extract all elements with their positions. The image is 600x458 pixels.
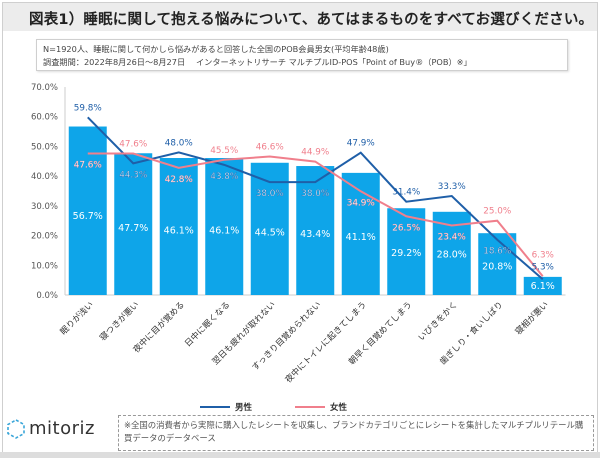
bar-value-label: 41.1% bbox=[346, 232, 376, 243]
bar bbox=[296, 166, 335, 295]
line-point-label: 5.3% bbox=[532, 262, 554, 272]
line-point-label: 44.3% bbox=[119, 170, 147, 180]
y-tick-label: 30.0% bbox=[31, 202, 58, 212]
line-male bbox=[87, 116, 544, 281]
bar bbox=[523, 276, 562, 295]
line-point-label: 42.8% bbox=[165, 175, 193, 185]
bar-value-label: 43.4% bbox=[300, 229, 330, 240]
bar-value-label: 46.1% bbox=[209, 225, 239, 236]
footer-note-box: ※全国の消費者から実際に購入したレシートを収集し、ブランドカテゴリごとにレシート… bbox=[118, 415, 594, 451]
bar-value-label: 56.7% bbox=[73, 211, 103, 222]
logo-text: mitoriz bbox=[29, 418, 95, 439]
category-label: 寝相が悪い bbox=[513, 299, 551, 337]
bar bbox=[68, 126, 107, 296]
line-point-label: 34.9% bbox=[347, 198, 375, 208]
footer-note: ※全国の消費者から実際に購入したレシートを収集し、ブランドカテゴリごとにレシート… bbox=[124, 420, 584, 443]
category-label: 日中に眠くなる bbox=[183, 299, 233, 349]
line-point-label: 25.0% bbox=[483, 207, 511, 217]
category-label: 夜中にトイレに起きてしまう bbox=[283, 299, 369, 385]
bar bbox=[387, 208, 426, 295]
line-female bbox=[87, 152, 544, 277]
survey-note-box: N=1920人、睡眠に関して何かしら悩みがあると回答した全国のPOB会員男女(平… bbox=[36, 39, 568, 71]
bar bbox=[205, 158, 244, 295]
category-label: 眠りが浅い bbox=[58, 299, 96, 337]
y-tick-label: 60.0% bbox=[31, 113, 58, 123]
survey-note-line-1: N=1920人、睡眠に関して何かしら悩みがあると回答した全国のPOB会員男女(平… bbox=[43, 44, 389, 54]
bar-value-label: 28.0% bbox=[437, 250, 467, 261]
line-point-label: 23.4% bbox=[438, 232, 466, 242]
y-tick-label: 70.0% bbox=[31, 83, 58, 93]
y-tick-label: 0.0% bbox=[36, 291, 58, 301]
line-point-label: 59.8% bbox=[74, 103, 102, 113]
y-tick-label: 20.0% bbox=[31, 232, 58, 242]
bar-value-label: 20.8% bbox=[482, 262, 512, 273]
bar bbox=[341, 172, 380, 295]
bar-value-label: 46.1% bbox=[164, 225, 194, 236]
line-point-label: 45.5% bbox=[210, 146, 238, 156]
bar-value-label: 44.5% bbox=[255, 227, 285, 238]
bar bbox=[159, 158, 198, 295]
bottom-bar bbox=[0, 452, 600, 458]
bar-value-label: 29.2% bbox=[391, 248, 421, 259]
bar bbox=[250, 162, 289, 295]
line-point-label: 6.3% bbox=[532, 250, 554, 260]
bar bbox=[114, 153, 153, 295]
logo-mark-icon bbox=[7, 419, 25, 439]
line-point-label: 33.3% bbox=[438, 182, 466, 192]
bar bbox=[478, 233, 517, 295]
y-tick-label: 50.0% bbox=[31, 142, 58, 152]
line-point-label: 18.6% bbox=[483, 247, 511, 257]
category-label: いびきをかく bbox=[417, 300, 460, 343]
line-point-label: 47.6% bbox=[74, 161, 102, 171]
line-point-label: 47.6% bbox=[119, 140, 147, 150]
line-point-label: 46.6% bbox=[256, 143, 284, 153]
line-point-label: 31.4% bbox=[392, 188, 420, 198]
bar-value-label: 47.7% bbox=[118, 223, 148, 234]
line-point-label: 44.9% bbox=[301, 148, 329, 158]
line-point-label: 26.5% bbox=[392, 223, 420, 233]
survey-note-line-2: 調査期間：2022年8月26日～8月27日 インターネットリサーチ マルチプルI… bbox=[43, 57, 472, 67]
category-label: 寝つきが悪い bbox=[98, 299, 142, 343]
chart-title: 図表1）睡眠に関して抱える悩みについて、あてはまるものをすべてお選びください。 bbox=[29, 12, 594, 28]
line-point-label: 47.9% bbox=[347, 139, 375, 149]
title-bar: 図表1）睡眠に関して抱える悩みについて、あてはまるものをすべてお選びください。 bbox=[3, 3, 597, 31]
line-point-label: 48.0% bbox=[165, 138, 193, 148]
bar-value-label: 6.1% bbox=[531, 281, 555, 292]
y-tick-label: 40.0% bbox=[31, 172, 58, 182]
line-point-label: 38.0% bbox=[256, 189, 284, 199]
line-point-label: 38.0% bbox=[301, 189, 329, 199]
legend-label: 女性 bbox=[330, 402, 348, 413]
mitoriz-logo: mitoriz bbox=[6, 418, 95, 439]
legend-label: 男性 bbox=[235, 402, 253, 413]
y-tick-label: 10.0% bbox=[31, 261, 58, 271]
line-point-label: 43.8% bbox=[210, 172, 238, 182]
